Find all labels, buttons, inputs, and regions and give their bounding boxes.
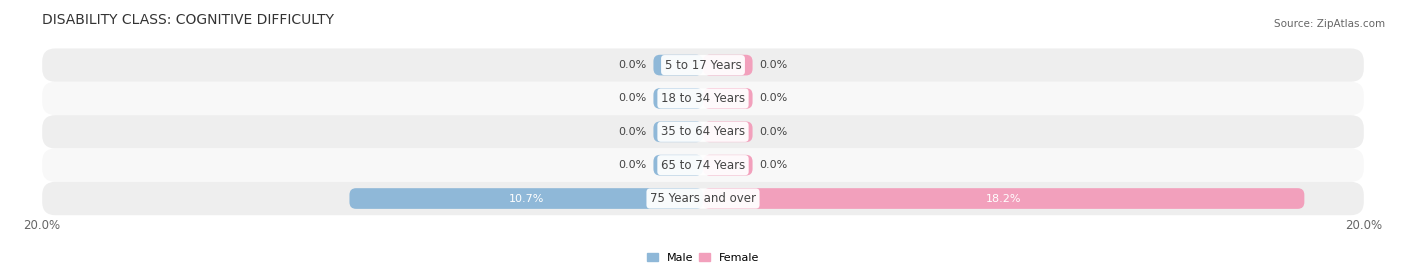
FancyBboxPatch shape: [703, 188, 1305, 209]
Text: DISABILITY CLASS: COGNITIVE DIFFICULTY: DISABILITY CLASS: COGNITIVE DIFFICULTY: [42, 13, 335, 27]
Legend: Male, Female: Male, Female: [647, 253, 759, 263]
FancyBboxPatch shape: [42, 182, 1364, 215]
Text: 0.0%: 0.0%: [619, 127, 647, 137]
FancyBboxPatch shape: [654, 122, 703, 142]
Text: 0.0%: 0.0%: [759, 93, 787, 104]
FancyBboxPatch shape: [703, 155, 752, 175]
FancyBboxPatch shape: [42, 82, 1364, 115]
Text: 0.0%: 0.0%: [759, 160, 787, 170]
Text: 18 to 34 Years: 18 to 34 Years: [661, 92, 745, 105]
FancyBboxPatch shape: [703, 55, 752, 75]
FancyBboxPatch shape: [42, 115, 1364, 148]
Text: 75 Years and over: 75 Years and over: [650, 192, 756, 205]
Text: Source: ZipAtlas.com: Source: ZipAtlas.com: [1274, 19, 1385, 29]
FancyBboxPatch shape: [42, 48, 1364, 82]
Text: 18.2%: 18.2%: [986, 193, 1021, 204]
FancyBboxPatch shape: [703, 122, 752, 142]
Text: 10.7%: 10.7%: [509, 193, 544, 204]
FancyBboxPatch shape: [654, 88, 703, 109]
Text: 0.0%: 0.0%: [619, 93, 647, 104]
Text: 65 to 74 Years: 65 to 74 Years: [661, 159, 745, 172]
Text: 0.0%: 0.0%: [619, 160, 647, 170]
FancyBboxPatch shape: [350, 188, 703, 209]
Text: 5 to 17 Years: 5 to 17 Years: [665, 59, 741, 72]
Text: 0.0%: 0.0%: [619, 60, 647, 70]
FancyBboxPatch shape: [654, 55, 703, 75]
FancyBboxPatch shape: [703, 88, 752, 109]
FancyBboxPatch shape: [42, 148, 1364, 182]
Text: 0.0%: 0.0%: [759, 60, 787, 70]
FancyBboxPatch shape: [654, 155, 703, 175]
Text: 0.0%: 0.0%: [759, 127, 787, 137]
Text: 35 to 64 Years: 35 to 64 Years: [661, 125, 745, 138]
